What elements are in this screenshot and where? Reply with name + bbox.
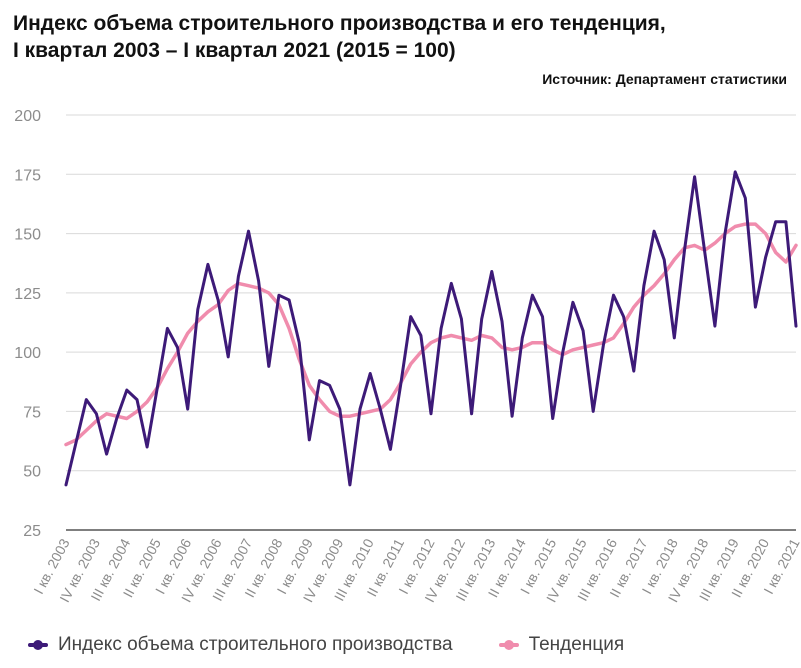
- legend-marker-trend: [498, 640, 519, 650]
- y-tick-label: 125: [14, 286, 41, 303]
- series-line-index: [64, 170, 798, 487]
- legend-item-index: Индекс объема строительного производства: [28, 634, 453, 656]
- y-tick-label: 150: [14, 227, 41, 244]
- chart-legend: Индекс объема строительного производства…: [28, 634, 670, 656]
- legend-marker-index: [28, 640, 48, 650]
- title-line-2: I квартал 2003 – I квартал 2021 (2015 = …: [13, 39, 456, 62]
- y-tick-label: 175: [14, 167, 41, 184]
- legend-item-trend: Тенденция: [498, 634, 625, 656]
- source-note: Источник: Департамент статистики: [542, 71, 787, 87]
- title-line-1: Индекс объема строительного производства…: [13, 12, 666, 35]
- y-tick-label: 75: [23, 404, 41, 421]
- y-tick-label: 25: [23, 523, 41, 540]
- series-line-trend: [64, 222, 798, 447]
- legend-label-index: Индекс объема строительного производства: [58, 634, 453, 655]
- legend-label-trend: Тенденция: [528, 634, 625, 655]
- y-tick-label: 100: [14, 345, 41, 362]
- chart-title: Индекс объема строительного производства…: [13, 10, 666, 64]
- y-tick-label: 200: [14, 108, 41, 125]
- y-tick-label: 50: [23, 464, 41, 481]
